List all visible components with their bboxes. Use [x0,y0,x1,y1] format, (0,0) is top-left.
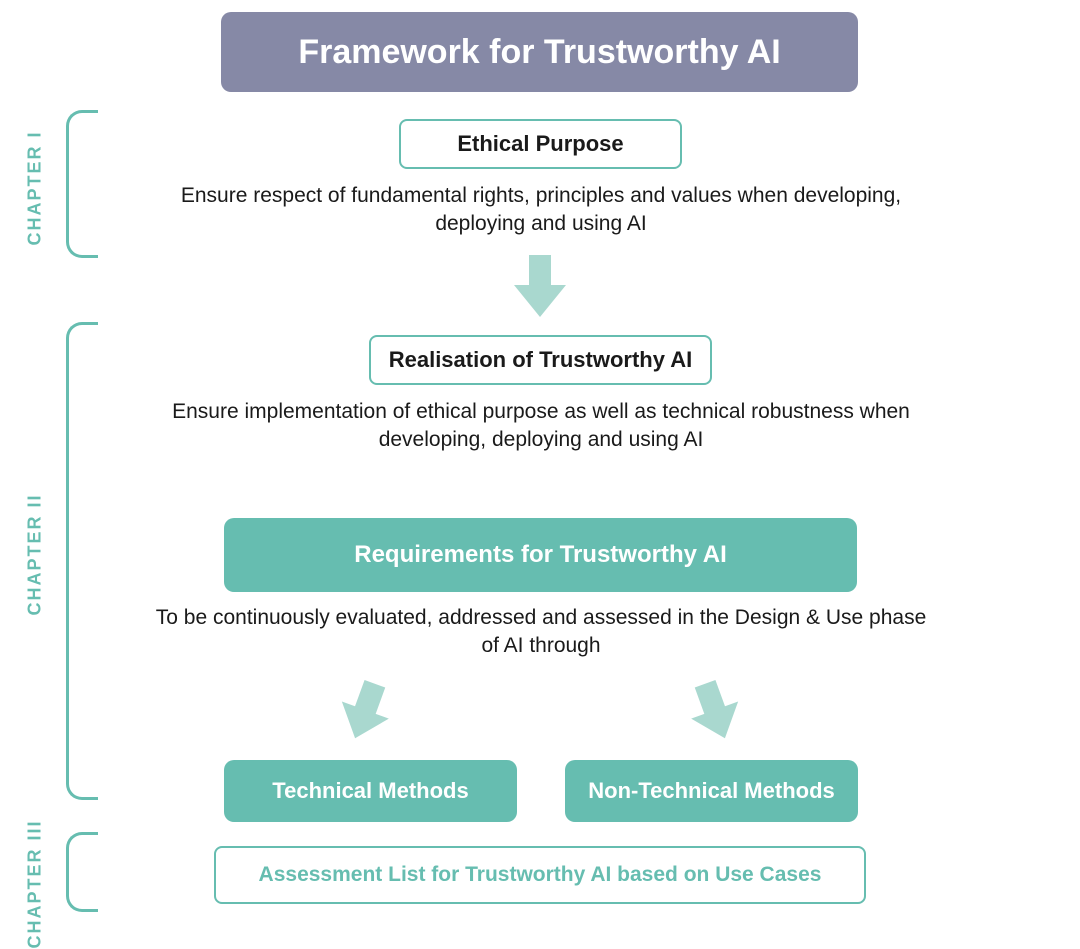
framework-title-text: Framework for Trustworthy AI [298,33,780,72]
realisation-box: Realisation of Trustworthy AI [369,335,712,385]
ethical-purpose-label: Ethical Purpose [457,131,623,157]
realisation-label: Realisation of Trustworthy AI [389,347,693,373]
arrow-down-icon [510,255,570,317]
technical-methods-box: Technical Methods [224,760,517,822]
chapter2-label: CHAPTER II [25,486,46,616]
realisation-desc: Ensure implementation of ethical purpose… [148,398,934,455]
requirements-box: Requirements for Trustworthy AI [224,518,857,592]
requirements-label: Requirements for Trustworthy AI [354,541,727,569]
nontechnical-methods-box: Non-Technical Methods [565,760,858,822]
chapter1-bracket [66,110,98,258]
technical-methods-label: Technical Methods [272,778,468,804]
ethical-purpose-box: Ethical Purpose [399,119,682,169]
assessment-box: Assessment List for Trustworthy AI based… [214,846,866,904]
arrow-down-left-icon [330,676,400,746]
chapter3-label: CHAPTER III [25,803,46,949]
requirements-desc: To be continuously evaluated, addressed … [148,604,934,661]
arrow-down-right-icon [680,676,750,746]
chapter1-label: CHAPTER I [25,116,46,246]
chapter3-bracket [66,832,98,912]
assessment-label: Assessment List for Trustworthy AI based… [259,863,822,887]
nontechnical-methods-label: Non-Technical Methods [588,778,835,804]
ethical-purpose-desc: Ensure respect of fundamental rights, pr… [148,182,934,239]
framework-title: Framework for Trustworthy AI [221,12,858,92]
chapter2-bracket [66,322,98,800]
